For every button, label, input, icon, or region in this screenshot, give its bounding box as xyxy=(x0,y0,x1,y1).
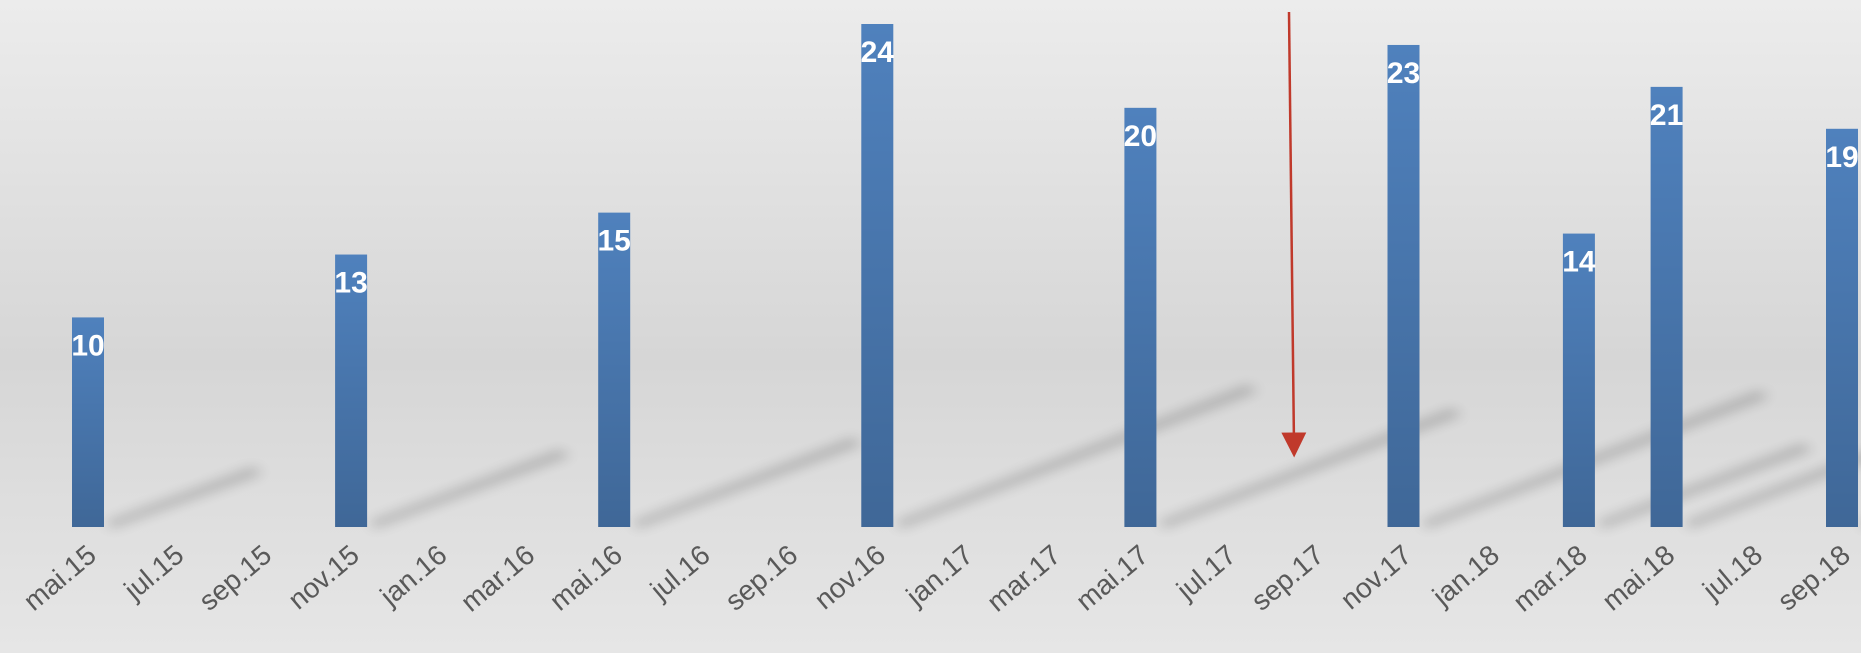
data-label: 15 xyxy=(598,225,631,258)
bar-shade xyxy=(1387,44,1420,527)
data-label: 13 xyxy=(334,267,367,300)
bar-shade xyxy=(1562,233,1595,528)
bar-shade xyxy=(598,212,631,527)
data-label: 21 xyxy=(1650,99,1683,132)
bar-shadow xyxy=(104,468,265,527)
bar-shadow xyxy=(1594,444,1815,527)
bar-shade xyxy=(1650,86,1683,527)
data-label: 19 xyxy=(1825,141,1858,174)
data-label: 14 xyxy=(1562,246,1596,279)
bar-shadow xyxy=(630,438,865,527)
bar-shadow xyxy=(367,450,572,527)
data-label: 23 xyxy=(1387,57,1420,90)
data-label: 20 xyxy=(1124,120,1157,153)
bar-shadow xyxy=(1156,409,1464,527)
bar-shade xyxy=(1826,128,1858,527)
data-label: 24 xyxy=(861,36,895,69)
bar-shadow xyxy=(1419,392,1771,527)
bar-shade xyxy=(335,254,368,527)
bar-shade xyxy=(72,317,104,527)
bar-shadow xyxy=(1682,453,1861,527)
bar-shadow xyxy=(1858,521,1861,525)
bar-shade xyxy=(1124,107,1157,527)
annotation-arrow xyxy=(1281,11,1307,458)
bar-shade xyxy=(861,24,894,527)
data-label: 10 xyxy=(71,329,104,362)
bar-shadow xyxy=(893,386,1260,527)
